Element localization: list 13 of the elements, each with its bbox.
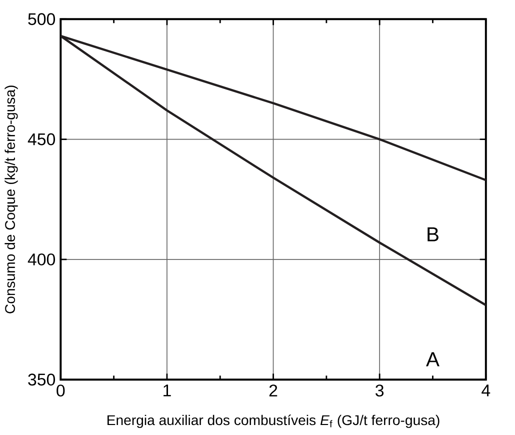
x-tick-label: 1: [164, 384, 171, 396]
x-tick-label: 3: [376, 384, 384, 396]
annotation: A: [426, 352, 440, 366]
y-tick-label: 500: [28, 12, 56, 25]
y-tick-label: 450: [28, 133, 56, 146]
y-tick-label: 350: [28, 373, 56, 386]
x-tick-label: 4: [482, 384, 490, 396]
x-tick-label: 2: [269, 384, 278, 396]
x-tick-label: 0: [56, 384, 65, 396]
annotation: B: [428, 227, 438, 242]
y-axis-title: Consumo de Coque (kg/t ferro-gusa): [4, 85, 18, 314]
x-axis-title: Energia auxiliar dos combustíveis E$_{f}$ (GJ/t ferro-gusa): [108, 414, 440, 428]
y-tick-label: 400: [28, 253, 56, 266]
